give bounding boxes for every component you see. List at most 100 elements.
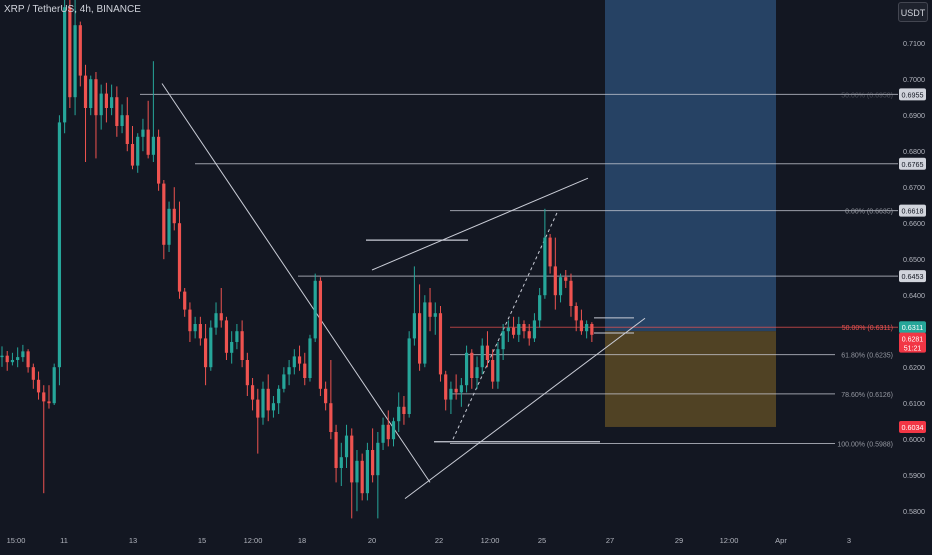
candle-body	[350, 435, 354, 483]
candle-body	[10, 360, 15, 363]
candle-body	[177, 223, 182, 292]
candle-body	[423, 302, 427, 364]
candle-body	[83, 75, 88, 108]
time-tick-label: 27	[606, 536, 614, 545]
fib-level-label: 78.60% (0.6126)	[841, 392, 893, 399]
candle-body	[245, 360, 249, 386]
price-tick-label: 0.6900	[903, 111, 925, 120]
price-tick-label: 0.6800	[903, 147, 925, 156]
time-tick-label: 12:00	[244, 536, 263, 545]
candle-body	[141, 129, 145, 137]
price-marker-level-upper: 0.6765	[902, 160, 924, 169]
candle-body	[590, 324, 594, 335]
candle-body	[428, 302, 432, 317]
price-marker-current-bg	[899, 321, 926, 334]
candle-body	[146, 129, 150, 155]
candle-body	[240, 331, 244, 360]
price-tick-label: 0.5900	[903, 471, 925, 480]
candle-body	[454, 388, 458, 393]
candle-body	[391, 421, 396, 440]
candle-body	[496, 349, 500, 382]
candle-body	[418, 313, 422, 364]
candle-body	[324, 388, 328, 404]
candle-body	[42, 392, 46, 402]
candle-body	[110, 97, 114, 108]
time-tick-label: Apr	[775, 536, 787, 545]
time-tick-label: 29	[675, 536, 683, 545]
symbol-title: XRP / TetherUS, 4h, BINANCE	[4, 4, 141, 15]
candle-body	[266, 388, 270, 411]
price-marker-level-upper-bg	[899, 157, 926, 170]
price-marker-fib-50-upper: 0.6955	[902, 90, 924, 99]
candle-body	[538, 295, 542, 321]
countdown-price-label: 0.6281	[902, 337, 924, 344]
fib-level-label: 61.80% (0.6235)	[841, 353, 893, 360]
candle-body	[569, 280, 573, 306]
candle-body	[89, 79, 93, 108]
candle-body	[151, 136, 155, 155]
candle-body	[501, 331, 505, 350]
fib-level-label: 100.00% (0.5988)	[837, 442, 893, 449]
candle-body	[282, 374, 286, 389]
candle-body	[167, 208, 171, 245]
price-marker-level-lower: 0.6453	[902, 272, 924, 281]
candle-body	[313, 280, 317, 339]
candle-body	[5, 355, 9, 363]
time-tick-label: 25	[538, 536, 546, 545]
candle-body	[136, 136, 140, 166]
time-tick-label: 12:00	[481, 536, 500, 545]
price-tick-label: 0.7000	[903, 75, 925, 84]
price-tick-label: 0.6100	[903, 399, 925, 408]
candle-body	[256, 399, 260, 418]
candle-body	[271, 403, 276, 411]
candle-body	[193, 324, 197, 332]
candle-body	[250, 385, 255, 400]
candle-body	[57, 122, 62, 368]
candle-body	[365, 450, 369, 494]
candle-body	[522, 324, 526, 332]
candle-body	[480, 345, 484, 368]
candle-body	[339, 457, 343, 468]
candle-body	[475, 367, 479, 378]
price-tick-label: 0.6700	[903, 183, 925, 192]
price-marker-current: 0.6311	[902, 323, 923, 332]
price-marker-fib-50-upper-bg	[899, 88, 926, 101]
candle-body	[355, 460, 359, 483]
candle-body	[31, 367, 35, 380]
time-tick-label: 15:00	[7, 536, 26, 545]
currency-selector[interactable]: USDT	[898, 2, 928, 22]
candle-body	[449, 388, 453, 400]
candle-body	[464, 352, 469, 386]
candle-body	[219, 313, 223, 321]
countdown-time-label: 51:21	[904, 346, 922, 353]
candle-body	[115, 97, 119, 126]
candle-body	[579, 320, 584, 332]
candle-body	[104, 93, 108, 108]
fib-level-label: 0.00% (0.6635)	[845, 209, 893, 216]
candle-body	[386, 424, 390, 440]
price-tick-label: 0.5800	[903, 507, 925, 516]
downtrend-line	[161, 83, 431, 483]
candle-body	[376, 442, 380, 476]
price-tick-label: 0.7100	[903, 39, 925, 48]
price-marker-fib-0-bg	[899, 204, 926, 217]
candle-body	[26, 351, 30, 368]
candle-body	[292, 356, 296, 368]
candle-body	[188, 309, 192, 332]
price-tick-label: 0.6600	[903, 219, 925, 228]
candle-body	[574, 306, 578, 321]
candle-body	[553, 266, 557, 296]
candle-body	[16, 357, 20, 360]
time-tick-label: 12:00	[720, 536, 739, 545]
candle-body	[162, 183, 166, 245]
candle-body	[402, 406, 406, 414]
time-tick-label: 3	[847, 536, 851, 545]
candle-body	[125, 115, 129, 144]
candle-body	[203, 338, 208, 368]
candle-body	[334, 432, 338, 468]
candle-body	[183, 291, 187, 310]
time-tick-label: 15	[198, 536, 206, 545]
candle-body	[397, 406, 401, 422]
